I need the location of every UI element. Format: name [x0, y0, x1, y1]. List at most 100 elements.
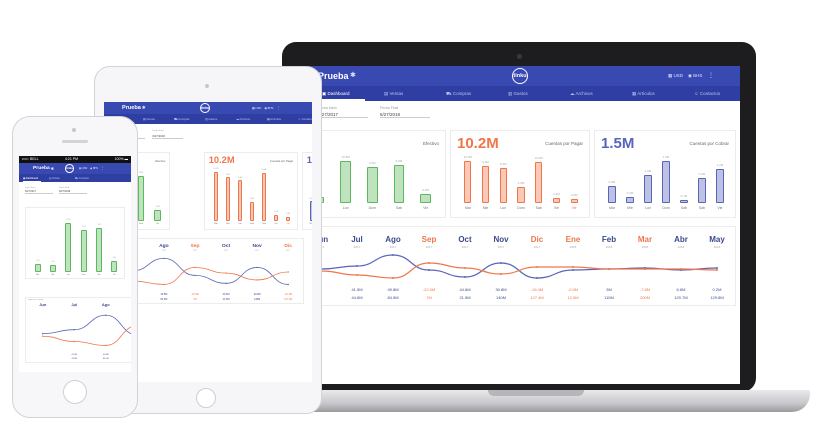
settings-icon[interactable]: ✱ [350, 72, 356, 79]
trend-lines [42, 314, 131, 347]
chart-bar [420, 193, 431, 203]
app-header: Prueba ✱ tinku ▦ USD ◉ BHS ⋮ [19, 163, 131, 174]
month-label: Ago [159, 243, 169, 249]
bar-data-label: 1.5M [662, 155, 670, 159]
tab-dashboard[interactable]: ▣ Dashboard [322, 91, 350, 96]
tab-active-indicator [322, 98, 366, 101]
tab-contactos[interactable]: ☺ Contactos [298, 117, 312, 122]
start-date-input[interactable]: 6/27/2017 [318, 112, 368, 118]
more-vert-icon[interactable]: ⋮ [101, 166, 105, 171]
gastos-line-point [536, 266, 538, 268]
bar-category-label: Lun [500, 206, 507, 210]
bar-category-label: Vie [156, 222, 160, 225]
chart-bar [367, 167, 378, 203]
month-net: -22.5M [422, 287, 436, 292]
bar-data-label: 9.8M [138, 172, 144, 175]
bar-category-label: Lun [66, 273, 70, 276]
tab-ventas[interactable]: ▤ Ventas [143, 117, 155, 122]
month-year: 2017 [72, 307, 76, 308]
month-label: Ene [565, 235, 581, 244]
gastos-line-point [225, 272, 227, 274]
start-date-input[interactable]: 6/27/2017 [25, 190, 53, 195]
end-date-input[interactable]: 6/27/2018 [152, 134, 184, 139]
brand-name: Prueba [318, 71, 349, 81]
end-date-input[interactable]: 6/27/2018 [380, 112, 430, 118]
bar-data-label: 10.8M [66, 220, 71, 221]
month-total: 129.8M [710, 295, 724, 300]
more-vert-icon[interactable]: ⋮ [708, 73, 714, 79]
nav-bar: ▣ Dashboard▤ Ventas⛟ Compras▥ Gastos☁ Ar… [104, 114, 312, 125]
chart-bar [285, 216, 291, 222]
tab-ventas[interactable]: ▤ Ventas [384, 91, 404, 96]
month-label: Sep [421, 235, 437, 244]
nav-bar: ▣ Dashboard ▤ Ventas ⛟ Compras [19, 174, 131, 183]
bar-data-label: 8.4M [237, 176, 243, 179]
kpi-label: Cuentas por Cobrar [689, 141, 729, 146]
laptop-camera [517, 54, 522, 59]
tablet-home-button[interactable] [196, 388, 216, 408]
month-total: 21.5M [222, 297, 230, 301]
tab-gastos[interactable]: ▥ Gastos [205, 117, 218, 122]
currency-selector[interactable]: ▦ USD [79, 166, 88, 170]
gastos-line-point [194, 266, 196, 269]
phone-home-button[interactable] [63, 380, 87, 404]
phone-status-bar: ••••○ BELL 4:21 PM 100% ▬ [19, 156, 131, 163]
tab-compras[interactable]: ⛟ Compras [174, 117, 190, 122]
bar-category-label: Sab [680, 206, 688, 210]
tab-artículos[interactable]: ▦ Artículos [632, 91, 655, 96]
month-total: 127.4M [530, 295, 544, 300]
month-year: 2017 [41, 307, 45, 308]
bar-category-label: Sab [395, 206, 403, 210]
tab-dashboard[interactable]: ▣ Dashboard [23, 176, 39, 180]
bar-data-label: 9.0M [482, 159, 489, 164]
month-total: 140M [495, 295, 506, 300]
bar-data-label: 10.2M [463, 155, 473, 159]
more-vert-icon[interactable]: ⋮ [276, 105, 281, 110]
phone-camera [72, 128, 76, 132]
user-initials[interactable]: ◉ BHS [688, 73, 703, 78]
end-date-input[interactable]: 6/27/2018 [59, 190, 87, 195]
settings-icon[interactable]: ✱ [141, 105, 146, 111]
app-header: Prueba ✱ tinku ▦ USD ◉ BHS ⋮ [104, 102, 312, 115]
user-initials[interactable]: ◉ BHS [264, 106, 274, 111]
end-date-label: Fecha Final [152, 130, 164, 132]
bar-data-label: 9.2M [81, 227, 86, 229]
user-initials[interactable]: ◉ BHS [90, 166, 98, 170]
month-label: Ago [101, 302, 110, 307]
month-total: 7M [193, 297, 197, 301]
bar-category-label: Dom [517, 206, 525, 210]
tab-archivos[interactable]: ☁ Archivos [570, 91, 593, 96]
tab-archivos[interactable]: ☁ Archivos [236, 117, 251, 122]
bar-data-label: 0.9M [285, 212, 291, 215]
ingresos-line-point [105, 314, 107, 316]
settings-icon[interactable]: ✱ [50, 166, 54, 171]
tab-contactos[interactable]: ☺ Contactos [694, 91, 721, 96]
month-total: 110M [604, 295, 614, 300]
month-net: -16.4M [530, 287, 544, 292]
month-net: 30.8M [253, 292, 261, 296]
tab-gastos[interactable]: ▥ Gastos [508, 91, 528, 96]
tab-artículos[interactable]: ▦ Artículos [267, 117, 282, 122]
bar-category-label: Sab [535, 206, 542, 210]
month-label: Nov [493, 235, 509, 244]
bar-data-label: 3.9M [249, 198, 255, 201]
month-net: -0.5M [567, 287, 579, 292]
chart-bar [552, 197, 560, 203]
month-year: 2017 [389, 245, 397, 249]
month-total: 44.6M [71, 358, 78, 360]
tinku-logo: tinku [200, 103, 210, 114]
month-label: Oct [221, 243, 231, 249]
bar-category-label: Dom [81, 273, 86, 276]
bar-data-label: 0.6M [608, 180, 616, 185]
month-net: 44.6M [222, 292, 230, 296]
month-year: 2017 [286, 250, 291, 253]
tab-ventas[interactable]: ▤ Ventas [49, 176, 60, 180]
tab-compras[interactable]: ⛟ Compras [446, 91, 472, 96]
currency-selector[interactable]: ▦ USD [668, 73, 684, 78]
month-total: 84.5M [387, 295, 399, 300]
currency-selector[interactable]: ▦ USD [252, 106, 262, 111]
end-date-label: Fecha Final [59, 187, 70, 189]
tab-compras[interactable]: ⛟ Compras [75, 176, 89, 180]
bar-data-label: 10.8M [341, 155, 350, 159]
chart-bar [65, 223, 72, 272]
